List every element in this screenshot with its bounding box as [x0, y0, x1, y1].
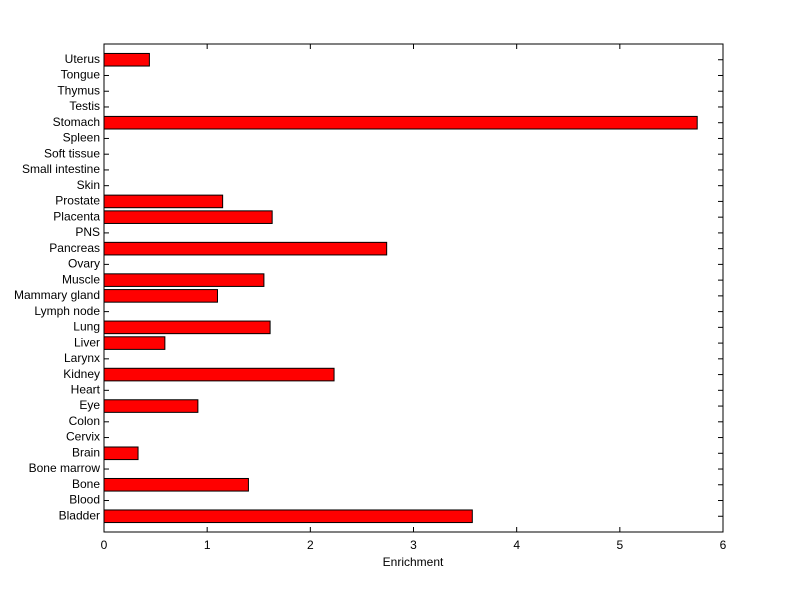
y-tick-label: Prostate: [55, 194, 100, 208]
x-tick-label: 3: [410, 538, 417, 552]
y-tick-label: Uterus: [65, 52, 100, 66]
y-tick-label: Soft tissue: [44, 146, 100, 160]
bar: [103, 367, 335, 382]
bar: [103, 477, 249, 492]
y-tick-label: Pancreas: [49, 241, 100, 255]
x-tick-label: 4: [513, 538, 520, 552]
y-tick-label: Tongue: [61, 68, 101, 82]
y-tick-label: Bone: [72, 477, 100, 491]
y-tick-label: Skin: [77, 178, 100, 192]
bar: [103, 446, 139, 461]
y-tick-label: PNS: [75, 225, 100, 239]
y-tick-label: Kidney: [63, 367, 100, 381]
y-tick-label: Eye: [79, 398, 100, 412]
y-tick-label: Ovary: [68, 257, 100, 271]
bar: [103, 52, 150, 67]
y-tick-label: Brain: [72, 445, 100, 459]
bar: [103, 194, 224, 209]
y-tick-label: Lymph node: [34, 304, 100, 318]
y-tick-label: Heart: [71, 382, 101, 396]
y-tick-label: Spleen: [63, 131, 100, 145]
x-tick-label: 2: [307, 538, 314, 552]
y-tick-label: Bladder: [59, 508, 100, 522]
y-tick-label: Placenta: [53, 209, 100, 223]
bar: [103, 273, 265, 287]
bar: [103, 509, 473, 524]
bar: [103, 399, 199, 413]
y-tick-label: Blood: [69, 493, 100, 507]
bar: [103, 210, 273, 224]
y-tick-label: Cervix: [66, 430, 100, 444]
y-tick-label: Thymus: [57, 83, 100, 97]
y-tick-label: Liver: [74, 335, 100, 349]
y-tick-label: Stomach: [53, 115, 100, 129]
x-tick-label: 0: [101, 538, 108, 552]
x-tick-label: 6: [720, 538, 727, 552]
y-tick-label: Small intestine: [22, 162, 100, 176]
y-tick-label: Testis: [69, 99, 100, 113]
y-tick-label: Colon: [69, 414, 100, 428]
bar: [103, 320, 271, 335]
y-tick-label: Lung: [73, 320, 100, 334]
y-tick-label: Muscle: [62, 272, 100, 286]
x-axis-label: Enrichment: [383, 555, 444, 569]
bar: [103, 289, 218, 303]
x-tick-label: 1: [204, 538, 211, 552]
y-tick-label: Bone marrow: [29, 461, 101, 475]
bar: [103, 336, 166, 350]
bar: [103, 241, 388, 256]
y-tick-label: Larynx: [64, 351, 100, 365]
x-tick-label: 5: [616, 538, 623, 552]
bar: [103, 115, 698, 130]
y-tick-label: Mammary gland: [14, 288, 100, 302]
